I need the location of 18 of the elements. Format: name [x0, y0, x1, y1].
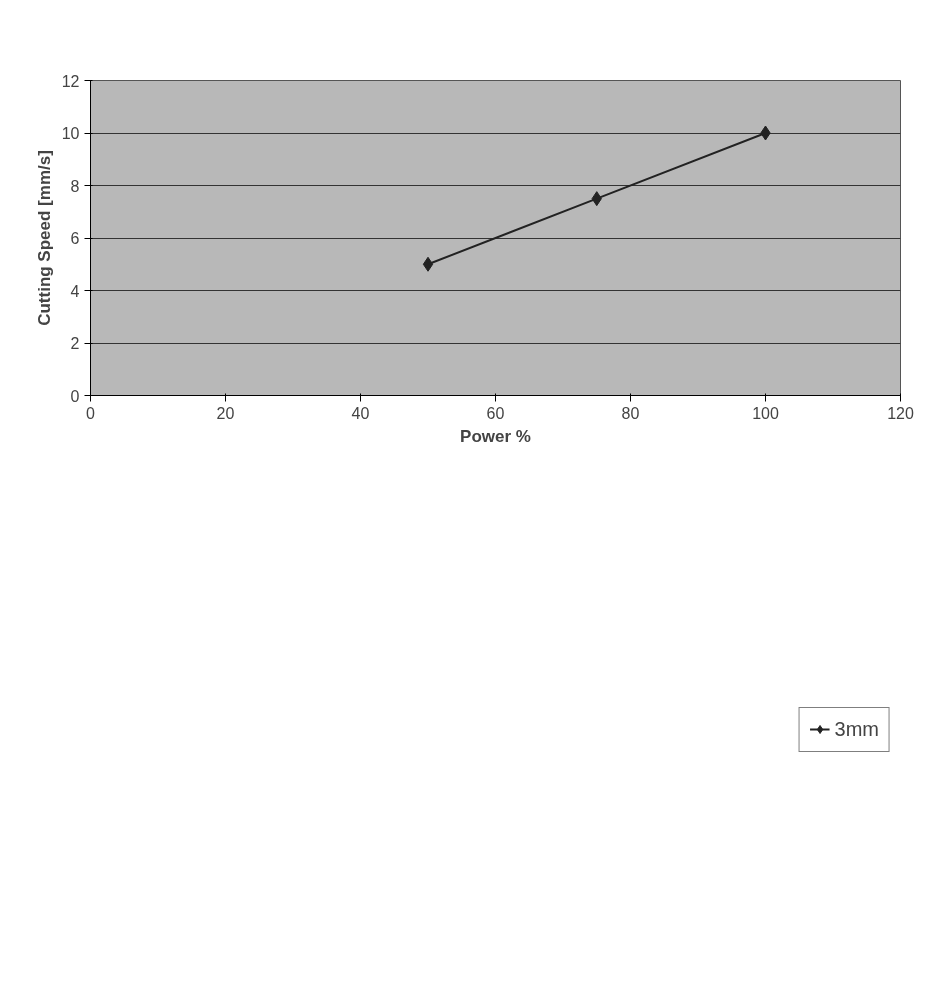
- x-tick-label: 120: [887, 404, 914, 422]
- y-tick-label: 6: [70, 230, 80, 247]
- legend-label: 3mm: [834, 717, 879, 741]
- x-tick-label: 0: [86, 404, 96, 422]
- y-tick-label: 8: [70, 177, 80, 195]
- x-tick-label: 40: [351, 404, 370, 422]
- y-tick-label: 12: [61, 72, 80, 90]
- x-tick-label: 20: [216, 404, 235, 422]
- x-axis-title: Power %: [460, 426, 531, 446]
- y-tick-label: 4: [70, 282, 80, 300]
- x-tick-label: 80: [621, 404, 640, 422]
- x-tick-label: 100: [752, 404, 779, 422]
- x-tick-label: 60: [486, 404, 505, 422]
- y-tick-label: 0: [70, 387, 80, 405]
- point: [422, 256, 434, 272]
- y-tick-label: 2: [70, 335, 80, 352]
- y-tick-label: 10: [61, 125, 80, 142]
- y-axis-title: Cutting Speed [mm/s]: [34, 150, 54, 326]
